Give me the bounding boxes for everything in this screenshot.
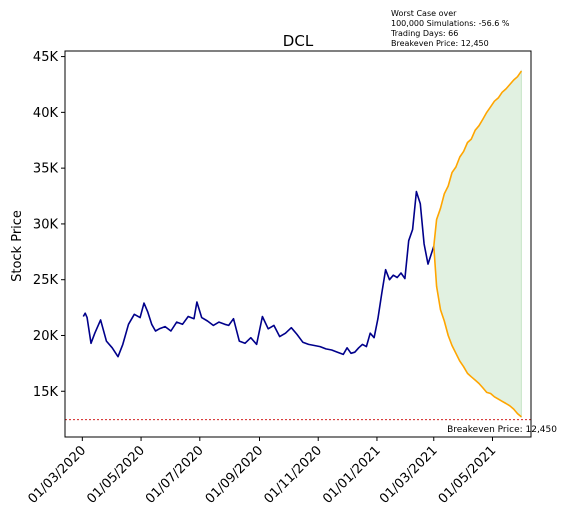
annotation-line: Breakeven Price: 12,450 (391, 39, 489, 48)
y-tick-label: 20K (33, 329, 59, 344)
x-axis: 01/03/202001/05/202001/07/202001/09/2020… (26, 437, 500, 507)
x-tick-label: 01/03/2021 (377, 443, 441, 507)
y-axis: 15K 20K 25K 30K 35K 40K 45K (33, 50, 65, 400)
history-series-line (82, 190, 435, 358)
y-tick-label: 25K (33, 273, 59, 288)
projection-band (433, 69, 522, 418)
x-tick-label: 01/07/2020 (143, 443, 207, 507)
projection-lower-line (433, 246, 522, 418)
annotation-line: 100,000 Simulations: -56.6 % (391, 19, 510, 28)
annotation-line: Worst Case over (391, 9, 457, 18)
y-tick-label: 30K (33, 217, 59, 232)
x-tick-label: 01/09/2020 (203, 443, 267, 507)
projection-upper-line (433, 70, 523, 247)
breakeven-label: Breakeven Price: 12,450 (447, 425, 557, 435)
y-tick-label: 40K (33, 106, 59, 121)
x-tick-label: 01/03/2020 (26, 443, 90, 507)
y-tick-label: 35K (33, 162, 59, 177)
plot-frame (64, 50, 532, 438)
x-tick-label: 01/11/2020 (261, 443, 325, 507)
x-tick-label: 01/01/2021 (320, 443, 384, 507)
plot-area (64, 50, 532, 438)
y-tick-label: 15K (33, 385, 59, 400)
x-tick-label: 01/05/2020 (84, 443, 148, 507)
chart-title: DCL (283, 32, 314, 50)
y-tick-label: 45K (33, 50, 59, 65)
annotation-line: Trading Days: 66 (390, 29, 458, 38)
x-tick-label: 01/05/2021 (436, 443, 500, 507)
y-axis-label: Stock Price (10, 210, 25, 282)
